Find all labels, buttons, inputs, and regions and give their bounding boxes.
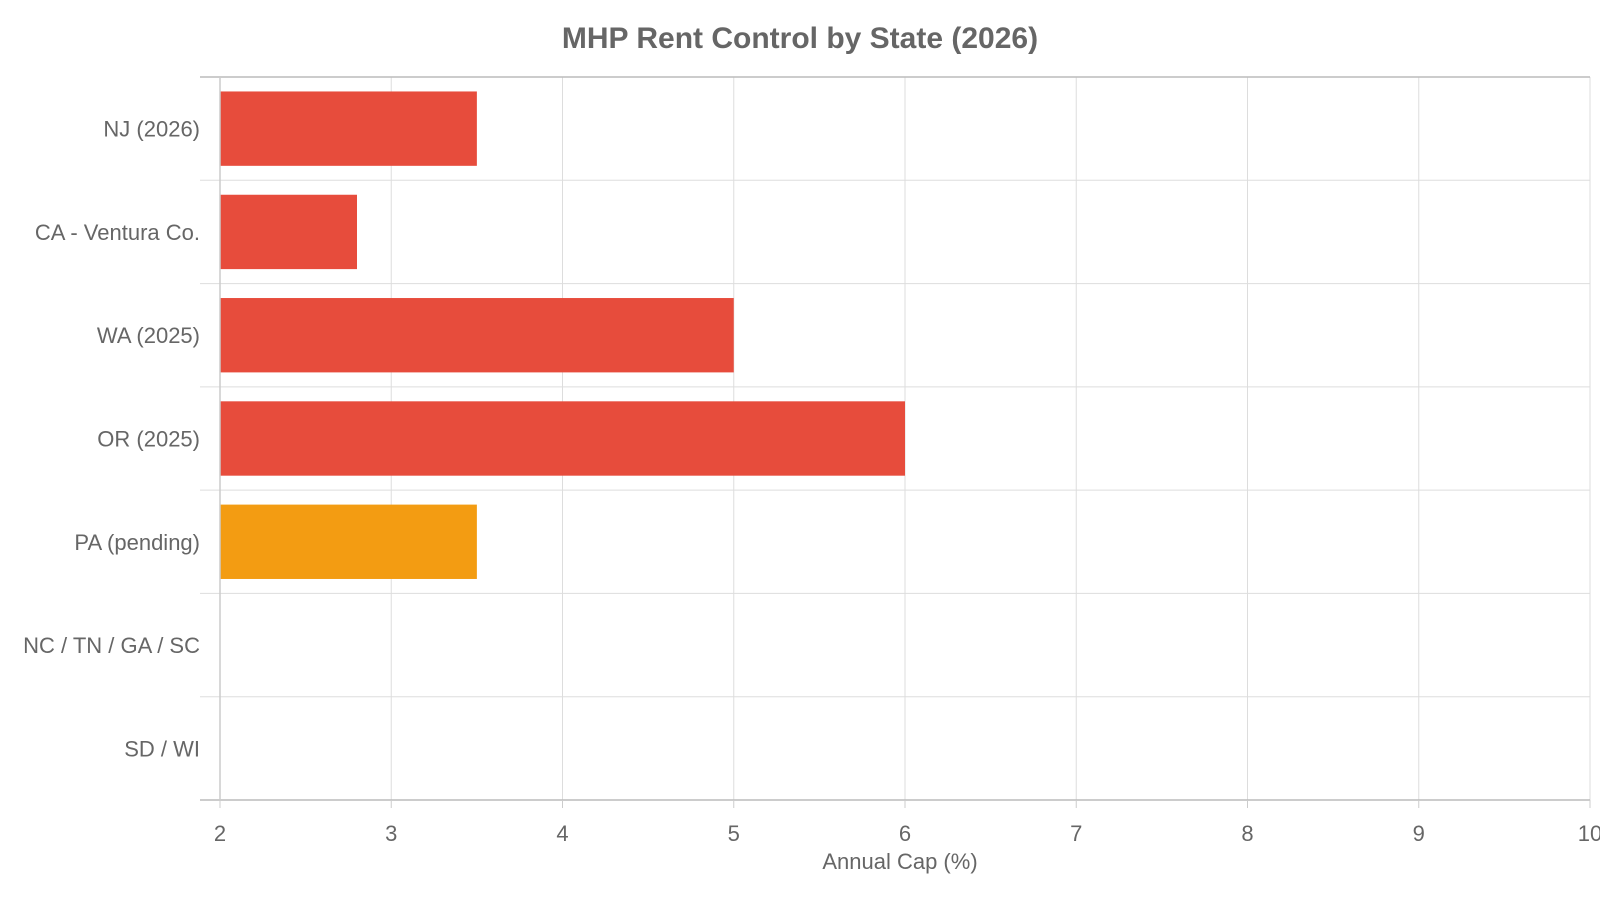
x-tick-label: 8 (1241, 821, 1253, 846)
y-category-label: OR (2025) (97, 427, 200, 452)
bar (220, 91, 477, 166)
bars-layer (220, 91, 905, 579)
x-tick-label: 7 (1070, 821, 1082, 846)
x-axis-title: Annual Cap (%) (822, 849, 977, 874)
y-category-label: SD / WI (124, 736, 200, 761)
bar (220, 401, 905, 476)
bar (220, 504, 477, 579)
y-category-label: NC / TN / GA / SC (23, 633, 200, 658)
grid-layer (200, 76, 1591, 801)
x-tick-label: 9 (1413, 821, 1425, 846)
axes-layer (219, 77, 1591, 808)
x-tick-label: 2 (214, 821, 226, 846)
labels-layer: 2 3 4 5 6 7 8 9 10 NJ (2026) CA - Ventura Co. WA (2… (23, 117, 1600, 846)
chart-title: MHP Rent Control by State (2026) (562, 22, 1038, 55)
x-tick-label: 5 (728, 821, 740, 846)
bar (220, 194, 357, 270)
x-tick-label: 4 (556, 821, 568, 846)
y-category-label: PA (pending) (74, 530, 200, 555)
y-category-label: NJ (2026) (103, 117, 200, 142)
bar (220, 298, 734, 373)
x-tick-label: 6 (899, 821, 911, 846)
y-category-label: WA (2025) (97, 323, 200, 348)
y-category-label: CA - Ventura Co. (35, 220, 200, 245)
x-tick-label: 3 (385, 821, 397, 846)
x-tick-label: 10 (1578, 821, 1600, 846)
